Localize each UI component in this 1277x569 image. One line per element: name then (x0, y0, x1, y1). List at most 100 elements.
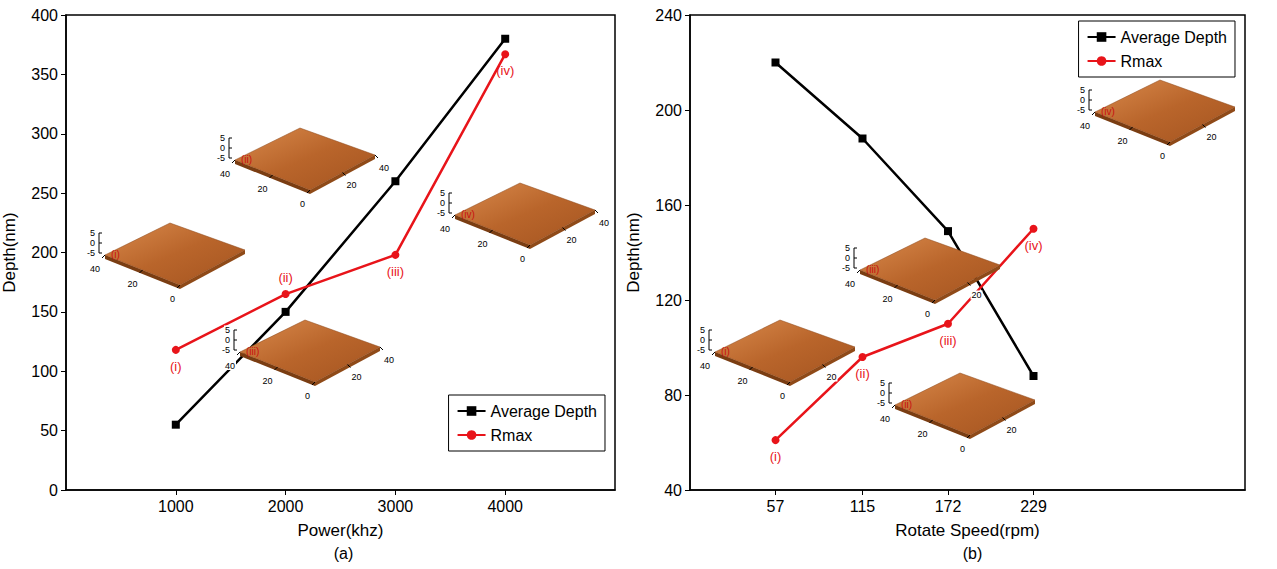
svg-text:40: 40 (845, 279, 855, 289)
svg-text:40: 40 (664, 482, 682, 499)
svg-text:(iv): (iv) (461, 209, 475, 220)
svg-text:250: 250 (31, 185, 58, 202)
svg-text:80: 80 (664, 387, 682, 404)
svg-text:50: 50 (40, 422, 58, 439)
svg-text:40: 40 (379, 163, 389, 173)
svg-text:20: 20 (352, 372, 362, 382)
svg-text:0: 0 (49, 482, 58, 499)
svg-text:20: 20 (882, 294, 892, 304)
svg-text:40: 40 (1080, 121, 1090, 131)
svg-text:0: 0 (845, 253, 850, 263)
svg-text:20: 20 (1117, 136, 1127, 146)
svg-text:Rmax: Rmax (1121, 53, 1163, 70)
svg-text:4000: 4000 (487, 498, 523, 515)
svg-text:(i): (i) (170, 359, 182, 374)
svg-text:40: 40 (384, 355, 394, 365)
svg-text:(i): (i) (721, 346, 730, 357)
svg-text:-5: -5 (697, 345, 705, 355)
svg-text:Rmax: Rmax (491, 427, 533, 444)
svg-text:200: 200 (31, 244, 58, 261)
svg-text:(iv): (iv) (1101, 106, 1115, 117)
svg-text:0: 0 (700, 335, 705, 345)
svg-text:5: 5 (1080, 85, 1085, 95)
svg-text:20: 20 (1007, 425, 1017, 435)
svg-text:350: 350 (31, 66, 58, 83)
svg-text:-5: -5 (877, 398, 885, 408)
svg-text:40: 40 (225, 361, 235, 371)
svg-text:5: 5 (90, 228, 95, 238)
svg-text:0: 0 (300, 199, 305, 209)
svg-text:240: 240 (655, 7, 682, 24)
svg-text:20: 20 (917, 429, 927, 439)
svg-text:20: 20 (347, 180, 357, 190)
svg-text:3000: 3000 (378, 498, 414, 515)
svg-text:20: 20 (827, 372, 837, 382)
svg-text:40: 40 (220, 169, 230, 179)
svg-text:57: 57 (767, 498, 785, 515)
svg-text:(iv): (iv) (496, 63, 514, 78)
svg-text:0: 0 (170, 294, 175, 304)
svg-text:1000: 1000 (158, 498, 194, 515)
svg-text:40: 40 (700, 361, 710, 371)
svg-text:100: 100 (31, 363, 58, 380)
svg-text:2000: 2000 (268, 498, 304, 515)
svg-text:5: 5 (845, 243, 850, 253)
svg-text:229: 229 (1020, 498, 1047, 515)
svg-text:-5: -5 (437, 208, 445, 218)
svg-text:40: 40 (599, 218, 609, 228)
svg-text:150: 150 (31, 303, 58, 320)
svg-text:20: 20 (262, 376, 272, 386)
svg-text:40: 40 (880, 414, 890, 424)
svg-text:-5: -5 (217, 153, 225, 163)
svg-text:40: 40 (90, 264, 100, 274)
svg-text:Depth(nm): Depth(nm) (624, 212, 643, 292)
svg-text:5: 5 (880, 378, 885, 388)
svg-text:20: 20 (477, 239, 487, 249)
svg-text:(a): (a) (334, 545, 354, 562)
svg-text:(iii): (iii) (387, 264, 404, 279)
svg-text:(iii): (iii) (866, 264, 879, 275)
svg-text:5: 5 (700, 325, 705, 335)
svg-text:(i): (i) (770, 449, 782, 464)
svg-text:20: 20 (567, 235, 577, 245)
svg-text:0: 0 (925, 309, 930, 319)
svg-text:-5: -5 (842, 263, 850, 273)
svg-text:40: 40 (440, 224, 450, 234)
svg-text:20: 20 (972, 290, 982, 300)
svg-text:115: 115 (850, 498, 876, 515)
svg-text:0: 0 (90, 238, 95, 248)
svg-text:20: 20 (257, 184, 267, 194)
svg-text:(ii): (ii) (278, 270, 292, 285)
svg-text:400: 400 (31, 7, 58, 24)
svg-text:Power(khz): Power(khz) (298, 521, 384, 540)
svg-text:0: 0 (440, 198, 445, 208)
svg-text:0: 0 (305, 391, 310, 401)
svg-text:5: 5 (225, 325, 230, 335)
svg-text:0: 0 (780, 391, 785, 401)
svg-text:-5: -5 (1077, 105, 1085, 115)
svg-text:5: 5 (220, 133, 225, 143)
svg-text:(ii): (ii) (901, 399, 912, 410)
svg-text:0: 0 (960, 444, 965, 454)
svg-text:0: 0 (880, 388, 885, 398)
svg-text:Rotate Speed(rpm): Rotate Speed(rpm) (895, 521, 1040, 540)
svg-text:(ii): (ii) (241, 154, 252, 165)
svg-text:(iii): (iii) (939, 333, 956, 348)
svg-text:Depth(nm): Depth(nm) (0, 212, 19, 292)
svg-text:-5: -5 (222, 345, 230, 355)
svg-text:120: 120 (655, 292, 682, 309)
svg-text:20: 20 (127, 279, 137, 289)
svg-text:Average Depth: Average Depth (491, 403, 597, 420)
svg-text:(iv): (iv) (1024, 238, 1042, 253)
svg-text:0: 0 (220, 143, 225, 153)
svg-text:0: 0 (1080, 95, 1085, 105)
svg-text:0: 0 (1160, 151, 1165, 161)
svg-text:0: 0 (225, 335, 230, 345)
svg-text:300: 300 (31, 125, 58, 142)
svg-text:0: 0 (520, 254, 525, 264)
svg-text:172: 172 (935, 498, 962, 515)
svg-text:20: 20 (1207, 132, 1217, 142)
svg-text:Average Depth: Average Depth (1121, 29, 1227, 46)
svg-text:200: 200 (655, 102, 682, 119)
svg-text:(iii): (iii) (246, 346, 259, 357)
